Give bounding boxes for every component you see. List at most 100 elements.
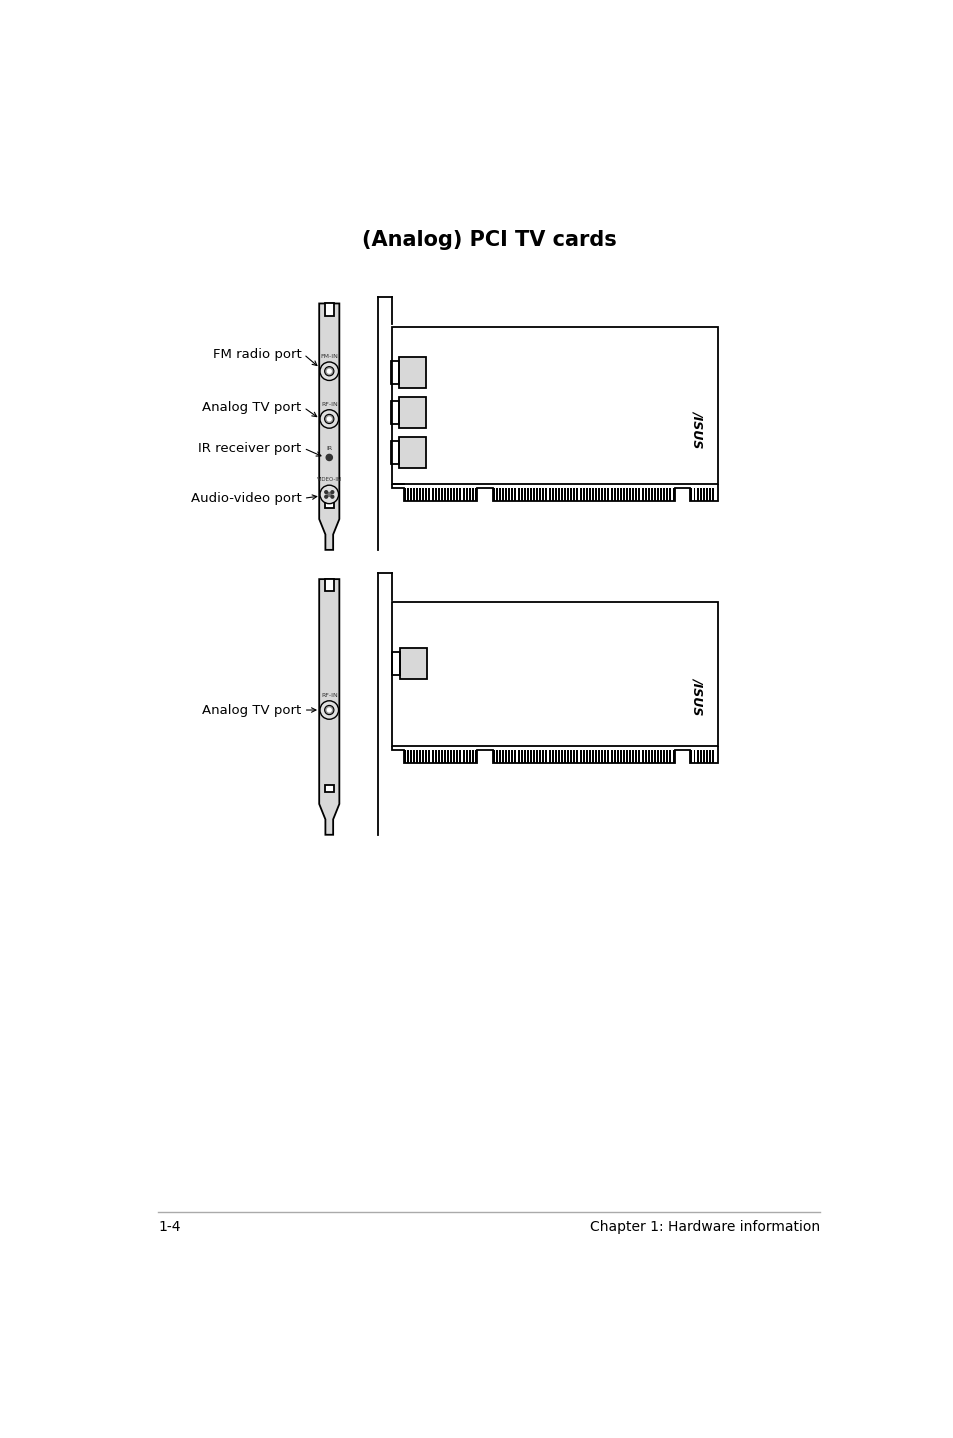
Bar [465, 751, 467, 764]
Bar [570, 489, 572, 502]
Bar [538, 489, 540, 502]
Bar [526, 751, 528, 764]
Text: VIDEO-IN: VIDEO-IN [316, 477, 341, 482]
Bar [443, 751, 445, 764]
Bar [418, 751, 420, 764]
Bar [699, 489, 700, 502]
Bar [422, 751, 424, 764]
Bar [392, 326, 717, 485]
Bar [456, 751, 457, 764]
Bar [582, 489, 584, 502]
Bar [536, 489, 537, 502]
Bar [406, 489, 408, 502]
Bar [625, 751, 627, 764]
Bar [625, 489, 627, 502]
Bar [453, 489, 455, 502]
Bar [403, 489, 405, 502]
Bar [588, 751, 590, 764]
Circle shape [319, 485, 338, 503]
Text: Analog TV port: Analog TV port [202, 401, 301, 414]
Bar [585, 751, 587, 764]
Bar [413, 751, 415, 764]
Bar [592, 751, 594, 764]
Circle shape [324, 490, 327, 493]
Bar [711, 489, 713, 502]
Circle shape [319, 410, 338, 429]
Bar [659, 489, 661, 502]
Bar [545, 489, 547, 502]
Bar [459, 489, 461, 502]
Bar [508, 751, 510, 764]
Bar [391, 441, 398, 464]
Bar [650, 751, 652, 764]
Bar [558, 489, 559, 502]
Text: RF-IN: RF-IN [320, 693, 337, 697]
Bar [475, 751, 476, 764]
Bar [399, 649, 427, 679]
Bar [475, 489, 476, 502]
Bar [619, 489, 621, 502]
Bar [657, 489, 659, 502]
Circle shape [331, 490, 334, 493]
Bar [425, 751, 427, 764]
Bar [638, 751, 639, 764]
Bar [662, 489, 664, 502]
Bar [511, 489, 513, 502]
Circle shape [327, 492, 331, 496]
Bar [468, 489, 470, 502]
Bar [447, 489, 449, 502]
Bar [579, 751, 581, 764]
Bar [607, 751, 609, 764]
Bar [472, 751, 474, 764]
Bar [629, 751, 631, 764]
Bar [576, 751, 578, 764]
Bar [708, 489, 710, 502]
Bar [416, 751, 417, 764]
Circle shape [326, 454, 332, 460]
Bar [410, 489, 412, 502]
Circle shape [331, 495, 334, 498]
Bar [501, 489, 503, 502]
Bar [635, 489, 637, 502]
Bar [638, 489, 639, 502]
Bar [613, 489, 615, 502]
Bar [622, 489, 624, 502]
Bar [517, 751, 519, 764]
Bar [622, 751, 624, 764]
Circle shape [327, 417, 331, 421]
Bar [573, 751, 575, 764]
Bar [511, 751, 513, 764]
Text: FM radio port: FM radio port [213, 348, 301, 361]
Bar [530, 751, 532, 764]
Bar [619, 751, 621, 764]
Bar [690, 489, 692, 502]
Bar [705, 489, 707, 502]
Bar [610, 751, 612, 764]
Bar [711, 751, 713, 764]
Text: IR: IR [326, 446, 332, 452]
Bar [437, 751, 439, 764]
Bar [705, 751, 707, 764]
Bar [644, 489, 646, 502]
Bar [459, 751, 461, 764]
Text: RF-IN: RF-IN [320, 401, 337, 407]
Bar [533, 751, 535, 764]
Bar [456, 489, 457, 502]
Bar [672, 751, 674, 764]
Bar [496, 489, 497, 502]
Bar [413, 489, 415, 502]
Bar [576, 489, 578, 502]
Bar [598, 489, 599, 502]
Bar [555, 751, 557, 764]
Bar [669, 751, 671, 764]
Bar [702, 751, 704, 764]
Bar [693, 751, 695, 764]
Bar [693, 489, 695, 502]
Bar [551, 489, 553, 502]
Bar [462, 751, 464, 764]
Bar [447, 751, 449, 764]
Bar [440, 489, 442, 502]
Bar [595, 489, 597, 502]
Bar [435, 489, 436, 502]
Circle shape [327, 707, 331, 712]
